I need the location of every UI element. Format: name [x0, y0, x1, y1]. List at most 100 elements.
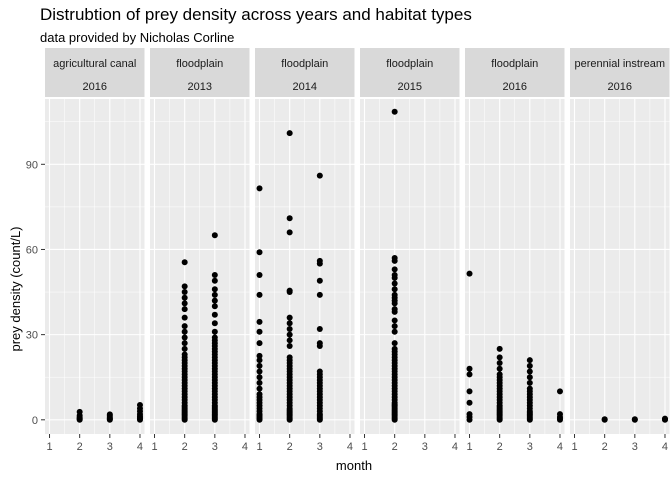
- data-point: [181, 323, 188, 330]
- x-tick-label: 1: [46, 441, 52, 453]
- data-point: [316, 368, 323, 375]
- x-tick-label: 3: [527, 441, 533, 453]
- data-point: [631, 416, 638, 423]
- facet-habitat-label: floodplain: [491, 58, 538, 70]
- y-tick-label: 90: [26, 159, 38, 171]
- data-point: [256, 328, 263, 335]
- data-point: [256, 379, 263, 386]
- data-point: [316, 172, 323, 179]
- data-point: [601, 416, 608, 423]
- data-point: [391, 317, 398, 324]
- x-tick-label: 4: [347, 441, 353, 453]
- data-point: [316, 340, 323, 347]
- data-point: [211, 232, 218, 239]
- data-point: [181, 345, 188, 352]
- x-tick-label: 2: [602, 441, 608, 453]
- x-tick-label: 2: [182, 441, 188, 453]
- facet-strip: [465, 48, 565, 97]
- x-tick-label: 2: [497, 441, 503, 453]
- facet-habitat-label: floodplain: [281, 58, 328, 70]
- data-point: [526, 385, 533, 392]
- data-point: [391, 286, 398, 293]
- data-point: [181, 340, 188, 347]
- data-point: [286, 130, 293, 137]
- data-point: [181, 300, 188, 307]
- facet-panel: agricultural canal 2016 1 2 3 4: [45, 48, 145, 453]
- x-tick-label: 4: [662, 441, 668, 453]
- data-point: [391, 266, 398, 273]
- data-point: [256, 318, 263, 325]
- data-point: [181, 351, 188, 358]
- facet-panel: floodplain 2013 1 2 3 4: [150, 48, 250, 453]
- x-tick-label: 1: [466, 441, 472, 453]
- x-tick-label: 3: [632, 441, 638, 453]
- data-point: [391, 340, 398, 347]
- data-point: [256, 374, 263, 381]
- y-axis: 0 30 60 90: [26, 159, 45, 427]
- data-point: [496, 360, 503, 367]
- data-point: [526, 362, 533, 369]
- data-point: [466, 365, 473, 372]
- x-tick-label: 4: [452, 441, 458, 453]
- data-point: [466, 371, 473, 378]
- data-point: [136, 402, 143, 409]
- data-point: [256, 362, 263, 369]
- x-tick-label: 2: [287, 441, 293, 453]
- data-point: [256, 368, 263, 375]
- data-point: [256, 291, 263, 298]
- x-tick-label: 4: [137, 441, 143, 453]
- x-tick-label: 1: [361, 441, 367, 453]
- facet-panel: floodplain 2015 1 2 3 4: [360, 48, 460, 453]
- data-point: [256, 185, 263, 192]
- data-point: [391, 328, 398, 335]
- data-point: [286, 320, 293, 327]
- data-point: [181, 294, 188, 301]
- data-point: [556, 411, 563, 418]
- data-point: [466, 399, 473, 406]
- x-tick-label: 3: [212, 441, 218, 453]
- data-point: [316, 325, 323, 332]
- data-point: [211, 334, 218, 341]
- facet-panel: floodplain 2016 1 2 3 4: [465, 48, 565, 453]
- data-point: [496, 365, 503, 372]
- data-point: [181, 289, 188, 296]
- data-point: [466, 270, 473, 277]
- data-point: [286, 342, 293, 349]
- data-point: [211, 328, 218, 335]
- data-point: [211, 311, 218, 318]
- data-point: [181, 314, 188, 321]
- chart-title: Distrubtion of prey density across years…: [40, 5, 472, 24]
- data-point: [211, 297, 218, 304]
- data-point: [211, 291, 218, 298]
- facet-strip: [255, 48, 355, 97]
- facet-habitat-label: floodplain: [176, 58, 223, 70]
- x-tick-label: 3: [317, 441, 323, 453]
- data-point: [286, 314, 293, 321]
- facet-habitat-label: perennial instream: [575, 58, 666, 70]
- data-point: [526, 368, 533, 375]
- data-point: [391, 280, 398, 287]
- data-point: [526, 374, 533, 381]
- data-point: [316, 257, 323, 264]
- facet-habitat-label: agricultural canal: [53, 58, 136, 70]
- data-point: [286, 337, 293, 344]
- facet-year-label: 2013: [188, 81, 212, 93]
- data-point: [181, 283, 188, 290]
- facet-strip: [150, 48, 250, 97]
- y-tick-label: 0: [32, 415, 38, 427]
- data-point: [211, 320, 218, 327]
- x-tick-label: 1: [571, 441, 577, 453]
- x-tick-label: 1: [151, 441, 157, 453]
- facet-strip: [45, 48, 145, 97]
- data-point: [466, 388, 473, 395]
- data-point: [181, 334, 188, 341]
- data-point: [256, 385, 263, 392]
- data-point: [496, 371, 503, 378]
- data-point: [181, 306, 188, 313]
- data-point: [496, 345, 503, 352]
- data-point: [286, 325, 293, 332]
- data-point: [391, 306, 398, 313]
- x-axis-title: month: [336, 458, 372, 473]
- facet-habitat-label: floodplain: [386, 58, 433, 70]
